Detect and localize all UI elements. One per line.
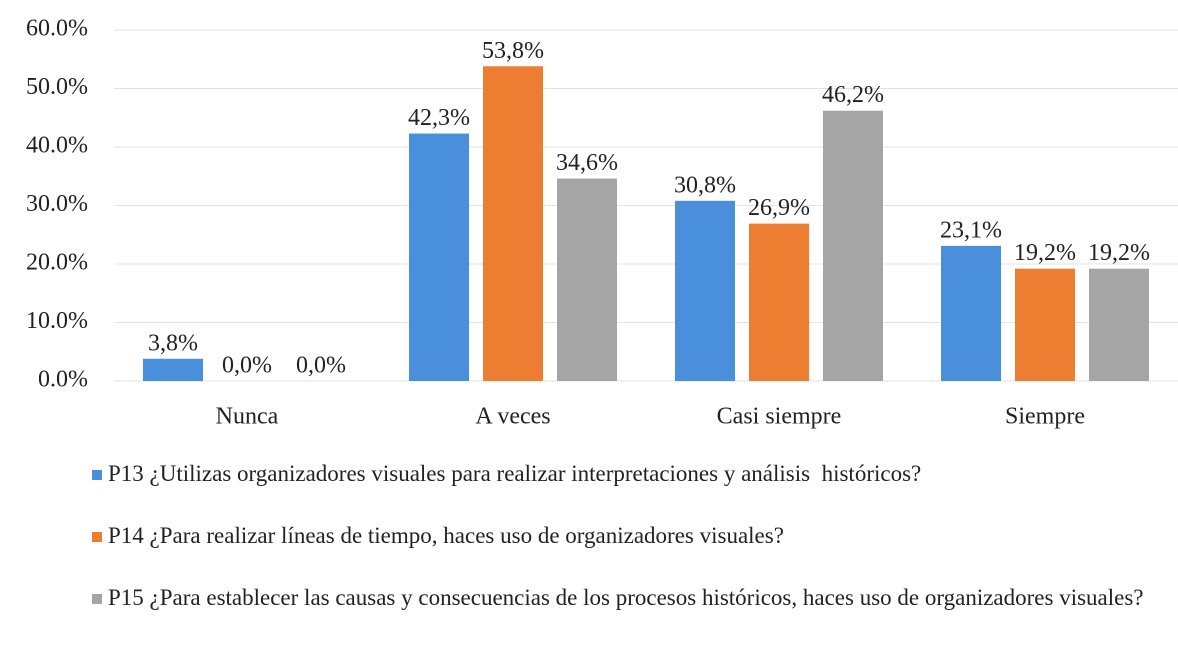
y-tick-label: 40.0% bbox=[26, 133, 88, 159]
legend-item: P14 ¿Para realizar líneas de tiempo, hac… bbox=[92, 520, 1162, 552]
x-tick-label: Nunca bbox=[216, 404, 279, 430]
legend-label: P15 ¿Para establecer las causas y consec… bbox=[108, 585, 1144, 610]
legend: P13 ¿Utilizas organizadores visuales par… bbox=[92, 458, 1162, 644]
y-tick-label: 60.0% bbox=[26, 16, 88, 42]
data-label: 53,8% bbox=[482, 38, 544, 64]
y-tick-label: 0.0% bbox=[38, 367, 88, 393]
y-tick-label: 50.0% bbox=[26, 74, 88, 100]
legend-swatch bbox=[92, 532, 102, 542]
x-tick-label: A veces bbox=[475, 404, 550, 430]
x-tick-label: Casi siempre bbox=[717, 404, 842, 430]
y-tick-label: 10.0% bbox=[26, 308, 88, 334]
legend-swatch bbox=[92, 594, 102, 604]
legend-item: P13 ¿Utilizas organizadores visuales par… bbox=[92, 458, 1162, 490]
data-label: 23,1% bbox=[940, 217, 1002, 243]
bar bbox=[823, 110, 883, 381]
y-tick-label: 30.0% bbox=[26, 191, 88, 217]
x-tick-label: Siempre bbox=[1005, 404, 1085, 430]
legend-label: P14 ¿Para realizar líneas de tiempo, hac… bbox=[108, 523, 784, 548]
data-label: 46,2% bbox=[822, 82, 884, 108]
bar bbox=[1015, 268, 1075, 381]
data-label: 0,0% bbox=[222, 353, 272, 379]
bar bbox=[557, 178, 617, 381]
bar bbox=[143, 358, 203, 381]
chart: 0.0% 10.0% 20.0% 30.0% 40.0% 50.0% 60.0% Nunca 3… bbox=[26, 16, 1178, 430]
data-label: 3,8% bbox=[148, 330, 198, 356]
bar bbox=[749, 223, 809, 381]
bar bbox=[941, 245, 1001, 381]
bar bbox=[1089, 268, 1149, 381]
data-label: 34,6% bbox=[556, 150, 618, 176]
data-label: 19,2% bbox=[1014, 240, 1076, 266]
data-label: 19,2% bbox=[1088, 240, 1150, 266]
legend-swatch bbox=[92, 470, 102, 480]
bar bbox=[483, 66, 543, 382]
data-label: 0,0% bbox=[296, 353, 346, 379]
data-label: 26,9% bbox=[748, 195, 810, 221]
legend-item: P15 ¿Para establecer las causas y consec… bbox=[92, 582, 1162, 614]
legend-label: P13 ¿Utilizas organizadores visuales par… bbox=[108, 461, 922, 486]
data-label: 30,8% bbox=[674, 172, 736, 198]
bar bbox=[675, 200, 735, 381]
data-label: 42,3% bbox=[408, 105, 470, 131]
y-tick-label: 20.0% bbox=[26, 250, 88, 276]
bar bbox=[409, 133, 469, 381]
